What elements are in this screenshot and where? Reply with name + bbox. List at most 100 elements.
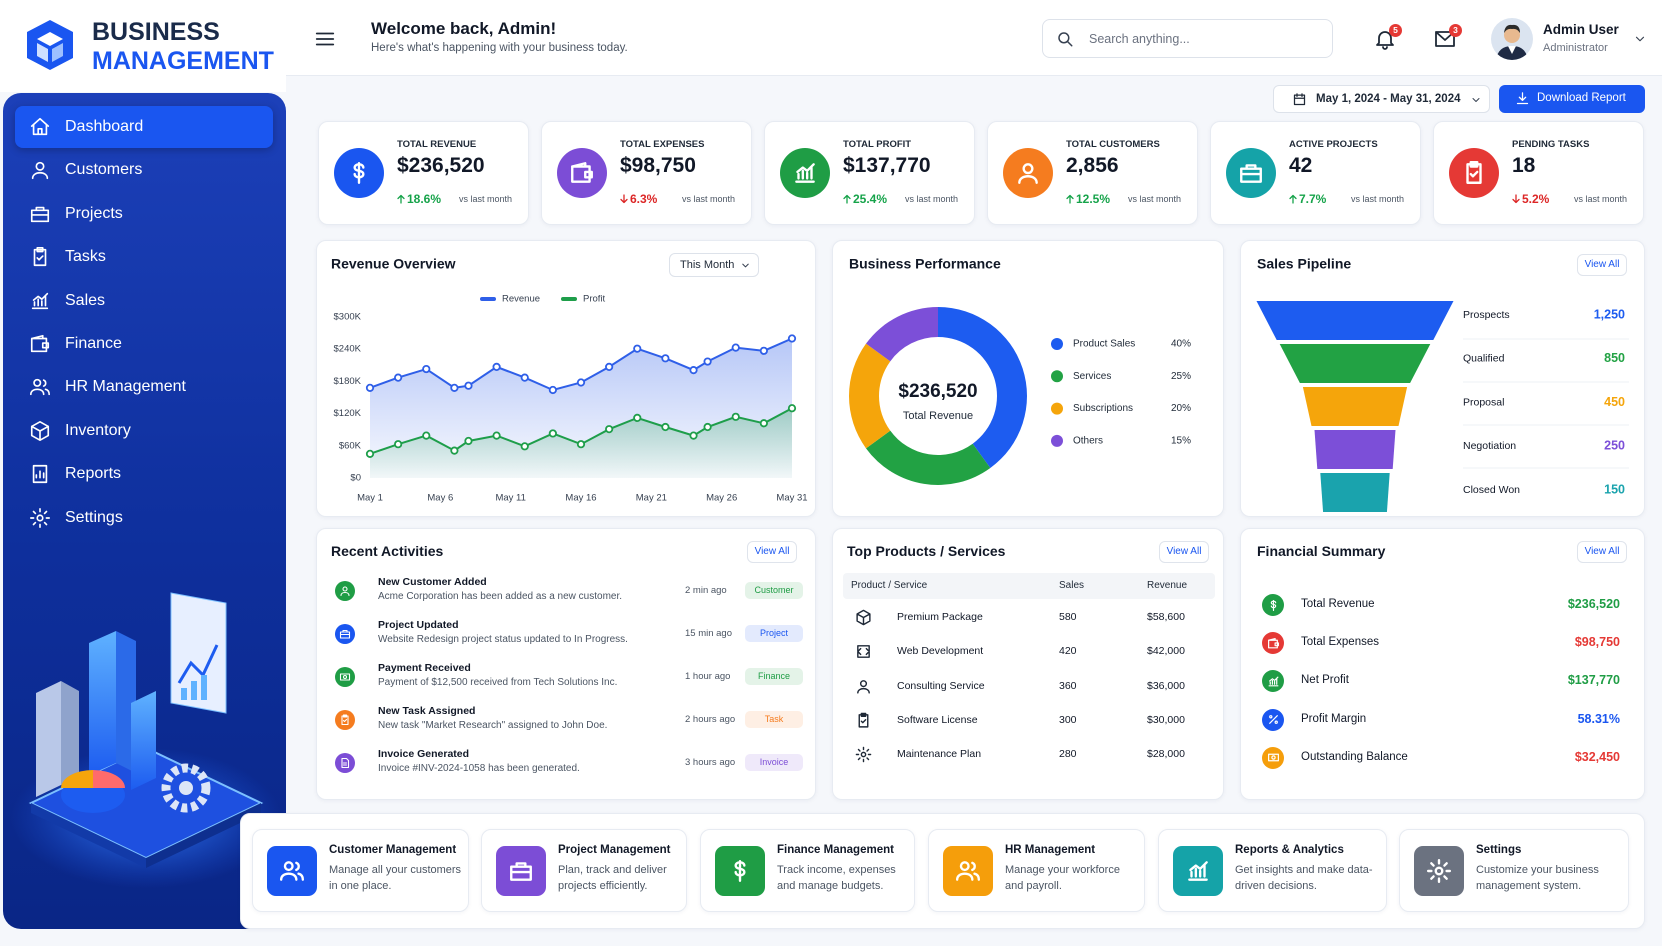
product-cell: $36,000 [1147,679,1185,692]
kpi-card: TOTAL REVENUE $236,520 18.6% vs last month [318,121,529,225]
date-range[interactable]: May 1, 2024 - May 31, 2024 [1273,85,1490,113]
kpi-note: vs last month [459,194,513,204]
activity-title: Project Updated [378,619,459,631]
chart: Revenue Overview $0 $60K $120K $180K $240K $30… [331,256,808,504]
module-card[interactable]: HR Management Manage your workforce and p… [928,829,1145,912]
kpi-note: vs last month [682,194,736,204]
view-all-button[interactable]: View All [747,541,797,563]
icon [30,507,50,528]
nav-item[interactable]: Dashboard [15,106,273,148]
icon [1270,599,1276,611]
icon [1267,637,1279,649]
nav-item[interactable]: Tasks [15,236,273,278]
icon-path [353,162,365,184]
icon [858,712,869,728]
brand: BUSINESS MANAGEMENT [0,0,286,92]
icon [340,586,350,597]
icon-path [30,206,50,222]
nav-item[interactable]: Settings [15,497,273,539]
platform-side [31,803,146,868]
icon [1066,194,1074,204]
icon [341,714,349,726]
icon-path [1268,715,1278,724]
legend-value: 15% [1171,436,1191,447]
view-all-button[interactable]: View All [1577,254,1627,276]
nav-item[interactable]: Inventory [15,410,273,452]
nav-item[interactable]: Projects [15,193,273,235]
point [422,431,431,440]
nav-item[interactable]: Sales [15,280,273,322]
product-cell: 280 [1059,748,1077,761]
module-card[interactable]: Settings Customize your business manageme… [1399,829,1629,912]
board-line [177,644,219,684]
icon [31,162,49,180]
kpi-card: PENDING TASKS 18 5.2% vs last month [1433,121,1644,225]
date-range-label: May 1, 2024 - May 31, 2024 [1316,93,1461,105]
chart [1496,24,1528,60]
point [703,422,712,432]
nav-item[interactable]: Finance [15,323,273,365]
icon [33,247,47,267]
icon-path [30,507,50,528]
point [731,343,740,352]
kpi-note: vs last month [905,194,959,204]
brand-line1: BUSINESS [92,18,220,46]
icon-path [856,609,871,626]
view-all-button[interactable]: View All [1577,541,1627,563]
center-label: Total Revenue [903,410,973,422]
pie-slice [93,770,125,788]
icon [30,206,50,222]
icon [855,746,872,763]
legend-value: 20% [1171,403,1191,414]
download-button[interactable]: Download Report [1499,85,1645,113]
activity-title: New Task Assigned [378,705,476,717]
module-card[interactable]: Reports & Analytics Get insights and make… [1158,829,1387,912]
nav-item[interactable]: HR Management [15,366,273,408]
x-tick-label: May 26 [706,493,737,504]
icon [1240,164,1262,183]
product-name: Premium Package [897,611,983,623]
activity-tag: Project [745,625,803,642]
user-menu[interactable]: Admin User Administrator [1491,16,1651,62]
platform-side [146,803,261,868]
icon-path [1018,163,1038,184]
nav-item[interactable]: Customers [15,149,273,191]
summary-label: Total Expenses [1301,636,1379,649]
icon [955,861,981,881]
filter-dropdown[interactable]: This Month [669,253,759,277]
icon [30,117,50,136]
module-card[interactable]: Finance Management Track income, expenses… [700,829,915,912]
sales-pipeline-panel: Sales Pipeline Prospects 1,250 Qualified 850… [1240,240,1645,517]
search-box[interactable]: Search anything... [1042,19,1333,58]
stage-label: Prospects [1463,309,1510,321]
stage-value: 850 [1604,351,1625,365]
icon-path [315,32,335,46]
icon-path [340,586,350,597]
badge: 5 [1389,24,1402,37]
stage-value: 250 [1604,439,1625,453]
point [365,449,375,458]
messages[interactable]: 3 [1433,24,1463,54]
x-tick-label: May 11 [495,493,525,504]
point [787,404,797,413]
point [605,425,614,434]
activity-time: 2 hours ago [685,714,736,725]
view-all-button[interactable]: View All [1159,541,1209,563]
icon-badge [780,148,830,198]
icon [30,379,50,396]
module-card[interactable]: Project Management Plan, track and delive… [481,829,687,912]
nav-item[interactable]: Reports [15,453,273,495]
icon-path [339,629,351,639]
icon-badge [1262,594,1284,616]
kpi-value: 2,856 [1066,154,1119,177]
building [131,691,156,790]
nav-label: Sales [65,291,106,309]
icon-path [1066,194,1074,204]
icon-path [30,117,50,136]
icon-badge [1003,148,1053,198]
module-card[interactable]: Customer Management Manage all your custo… [252,829,469,912]
point [576,378,586,387]
notifications[interactable]: 5 [1373,24,1403,54]
icon-path [857,645,870,659]
icon-badge [335,667,355,687]
